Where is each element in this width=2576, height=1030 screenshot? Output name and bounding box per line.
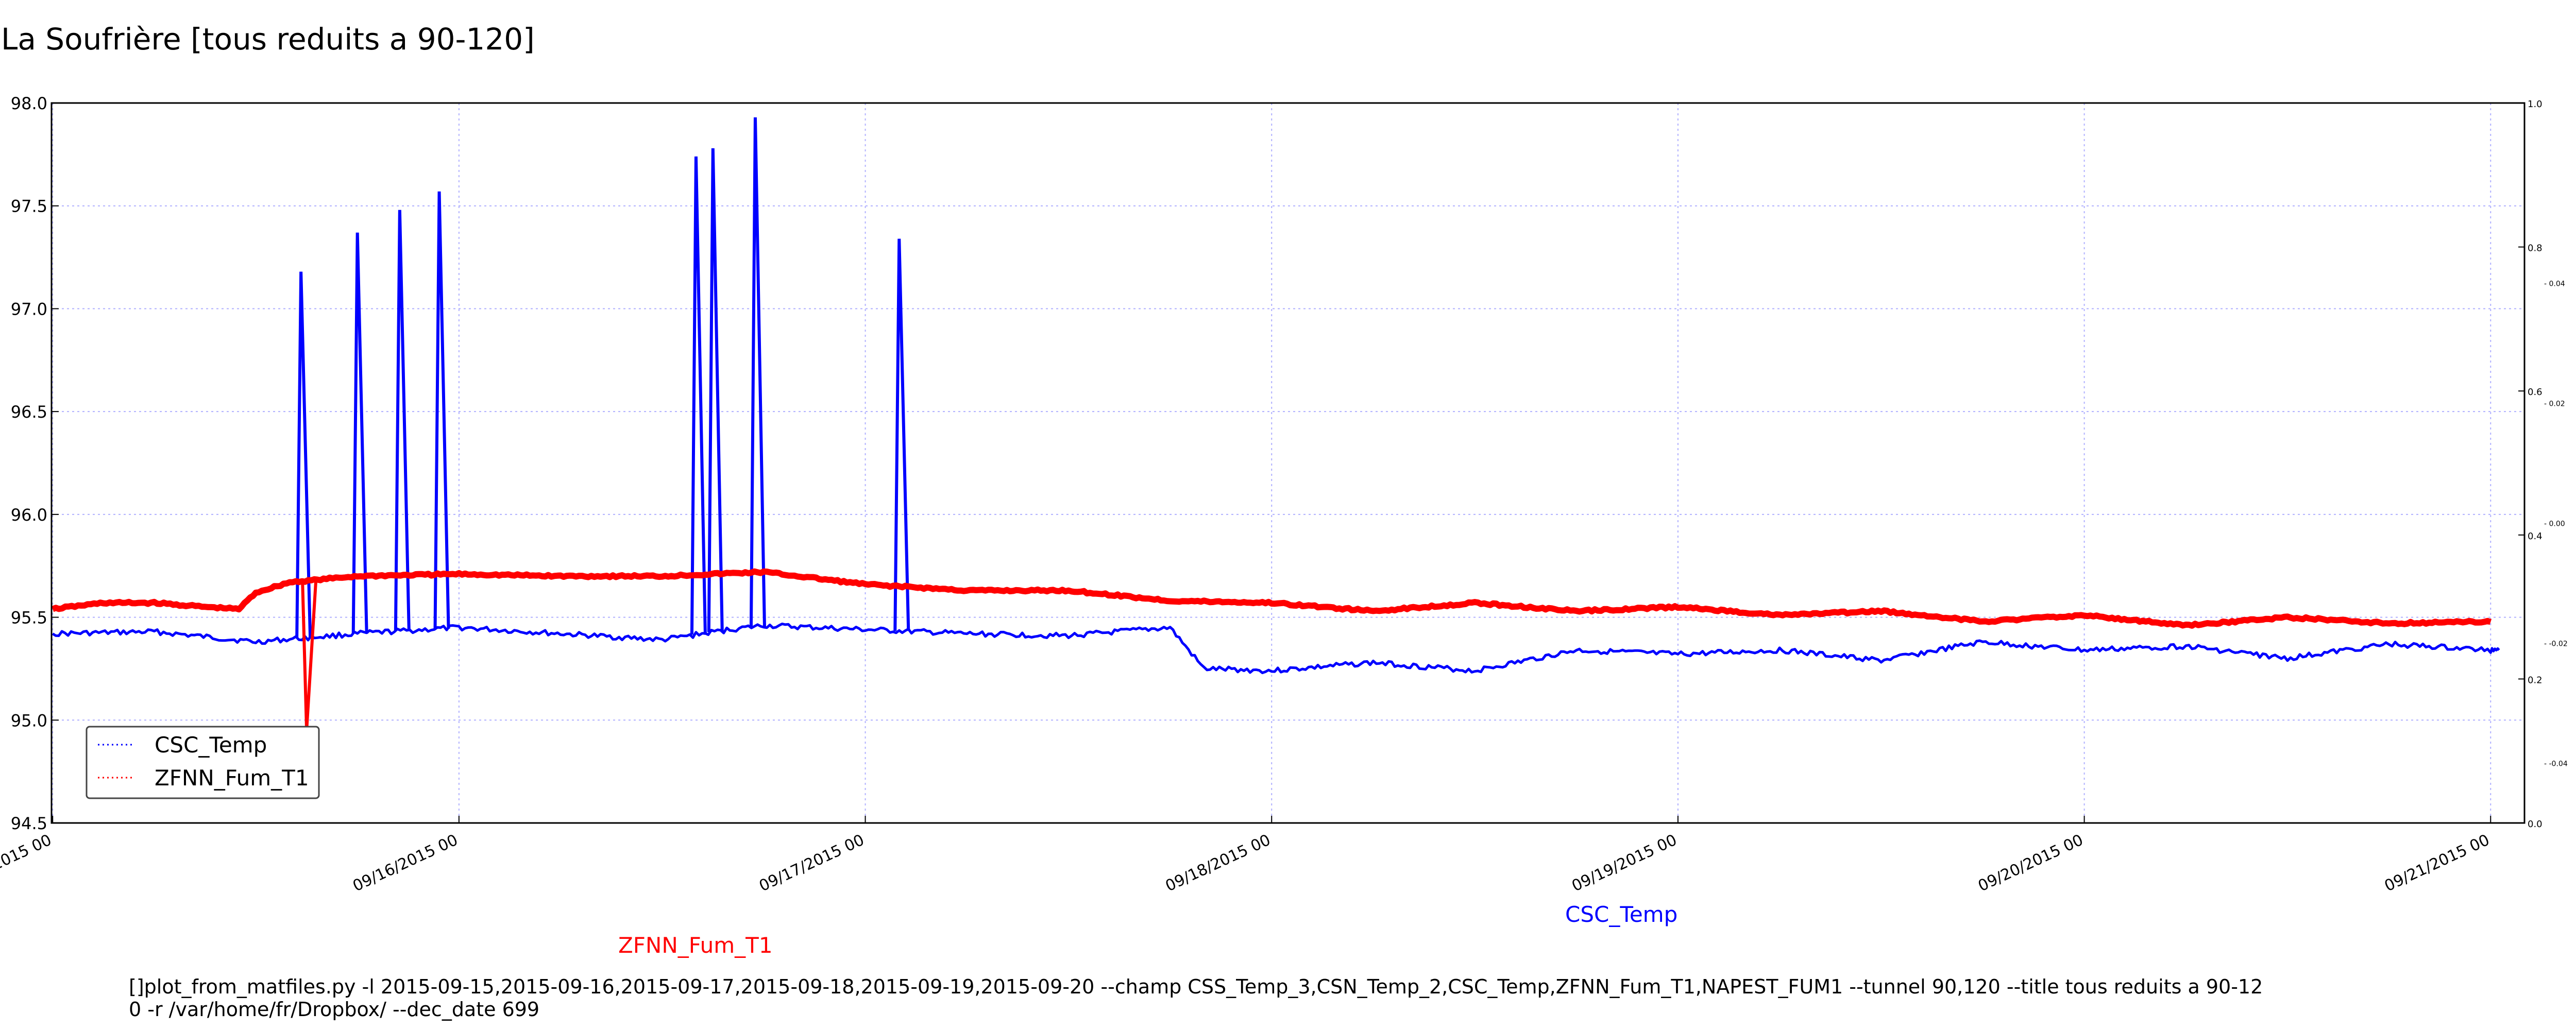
grid [52,102,2524,823]
legend-label-csc-temp: CSC_Temp [155,732,267,758]
annotation-csc-temp: CSC_Temp [1565,902,1677,927]
series-spike-CSC_Temp [351,232,368,634]
y-tick-label: 95.0 [11,711,47,730]
x-tick-label: 09/16/2015 00 [350,831,461,896]
y3-tick-label: - -0.04 [2544,760,2568,768]
series-CSC_Temp [52,117,2500,674]
y2-tick-label: 0.4 [2528,531,2543,542]
y-tick-label: 94.5 [11,814,47,833]
command-line-text: []plot_from_matfiles.py -l 2015-09-15,20… [129,975,2263,1021]
series-spike-CSC_Temp [707,148,724,632]
y-tick-label: 96.5 [11,402,47,422]
series-spike-CSC_Temp [749,117,766,627]
series-spike-CSC_Temp [433,191,450,629]
chart-title: La Soufrière [tous reduits a 90-120] [1,22,535,57]
x-tick-label: 09/17/2015 00 [756,831,867,896]
y2-tick-label: 0.8 [2528,243,2543,254]
series-spike-CSC_Temp [394,210,411,631]
x-tick-label: 09/15/2015 00 [0,831,55,896]
y-tick-label: 98.0 [11,94,47,113]
y3-tick-label: - 0.04 [2544,280,2565,288]
axes: 94.5 95.0 95.5 96.0 96.5 97.0 97.5 98.0 09/15/20… [0,94,2568,895]
x-tick-label: 09/20/2015 00 [1975,831,2086,896]
y-tick-label: 96.0 [11,505,47,525]
y2-tick-label: 0.6 [2528,387,2543,398]
y3-tick-label: - 0.00 [2544,520,2565,528]
y3-tick-label: - 0.02 [2544,400,2565,408]
series-spike-CSC_Temp [893,238,910,631]
series-spike-CSC_Temp [690,156,707,635]
y3-tick-label: - -0.02 [2544,640,2568,648]
y2-tick-label: 0.0 [2528,819,2543,830]
plot-frame [50,102,2526,824]
x-tick-label: 09/19/2015 00 [1569,831,1680,896]
y2-tick-label: 0.2 [2528,675,2543,685]
series-layer [52,117,2500,731]
y-tick-label: 97.5 [11,197,47,216]
legend-label-zfnn-fum-t1: ZFNN_Fum_T1 [155,765,309,791]
x-tick-label: 09/21/2015 00 [2382,831,2493,896]
series-line-CSC_Temp [52,622,2500,674]
y-tick-label: 97.0 [11,299,47,319]
series-spike-CSC_Temp [295,271,312,639]
x-tick-label: 09/18/2015 00 [1163,831,1274,896]
y-tick-label: 95.5 [11,608,47,628]
annotation-zfnn-fum-t1: ZFNN_Fum_T1 [618,933,773,958]
y2-tick-label: 1.0 [2528,99,2543,110]
legend[interactable]: CSC_Temp ZFNN_Fum_T1 [86,726,320,799]
series-line-ZFNN_Fum_T1 [52,568,2492,629]
